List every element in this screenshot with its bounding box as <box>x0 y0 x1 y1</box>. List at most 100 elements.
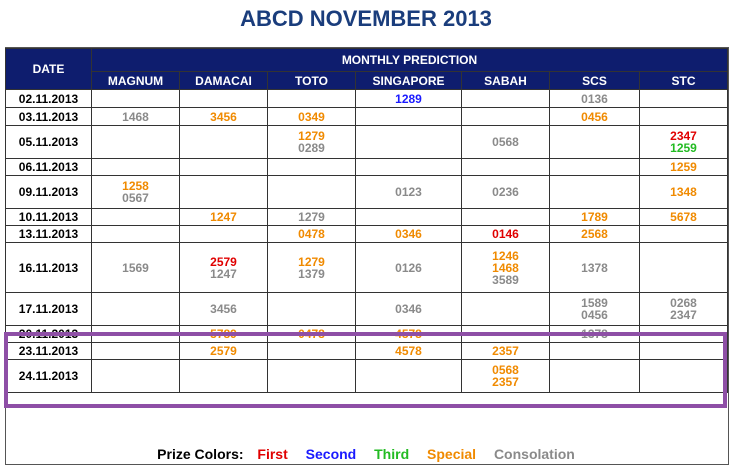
table-row: 03.11.2013 1468 3456 0349 0456 <box>5 107 728 126</box>
prediction-number: 0349 <box>298 109 325 124</box>
prediction-number: 0568 <box>492 135 519 149</box>
prediction-number: 0126 <box>395 260 422 275</box>
column-header-magnum: MAGNUM <box>91 71 180 90</box>
cell-magnum <box>91 125 180 159</box>
column-header-stc: STC <box>639 71 728 90</box>
cell-sabah: 0568 2357 <box>461 359 550 393</box>
cell-sabah <box>461 208 550 226</box>
cell-scs: 1378 <box>549 242 640 293</box>
cell-stc <box>639 359 728 393</box>
prediction-number: 0346 <box>395 227 422 241</box>
prediction-number: 0346 <box>395 302 422 316</box>
prediction-number: 0236 <box>492 185 519 199</box>
cell-singapore <box>355 107 462 126</box>
cell-toto: 1279 1379 <box>267 242 356 293</box>
row-date: 06.11.2013 <box>5 158 92 176</box>
column-header-scs: SCS <box>549 71 640 90</box>
prediction-number: 1589 <box>581 296 608 310</box>
cell-singapore: 0126 <box>355 242 462 293</box>
cell-stc: 0268 2347 <box>639 292 728 326</box>
cell-scs: 2568 <box>549 225 640 243</box>
cell-magnum: 1468 <box>91 107 180 126</box>
cell-magnum <box>91 292 180 326</box>
cell-sabah <box>461 292 550 326</box>
cell-magnum <box>91 208 180 226</box>
cell-singapore: 0346 <box>355 225 462 243</box>
cell-toto <box>267 175 356 209</box>
column-header-singapore: SINGAPORE <box>355 71 462 90</box>
prediction-number: 0567 <box>122 191 149 205</box>
cell-toto <box>267 89 356 108</box>
table-row: 24.11.2013 0568 2357 <box>5 359 728 393</box>
prediction-number: 1279 <box>298 254 325 269</box>
cell-scs: 1789 <box>549 208 640 226</box>
prediction-number: 1279 <box>298 210 325 224</box>
cell-singapore <box>355 158 462 176</box>
highlight-box <box>4 332 727 408</box>
cell-stc: 5678 <box>639 208 728 226</box>
row-date: 03.11.2013 <box>5 107 92 126</box>
cell-toto <box>267 292 356 326</box>
cell-damacai: 2579 1247 <box>179 242 268 293</box>
cell-magnum: 1569 <box>91 242 180 293</box>
prediction-number: 1259 <box>670 141 697 155</box>
prediction-number: 1348 <box>670 185 697 199</box>
cell-stc <box>639 242 728 293</box>
cell-stc: 1348 <box>639 175 728 209</box>
prediction-table-body: 02.11.2013 1289 0136 03.11.2013 1468 3456 0349… <box>5 89 728 393</box>
prediction-number: 1378 <box>581 260 608 275</box>
row-date: 02.11.2013 <box>5 89 92 108</box>
cell-toto: 0349 <box>267 107 356 126</box>
prediction-number: 3456 <box>210 302 237 316</box>
prediction-number: 1569 <box>122 260 149 275</box>
row-date: 13.11.2013 <box>5 225 92 243</box>
cell-damacai: 3456 <box>179 292 268 326</box>
legend-label: Prize Colors: <box>157 446 244 462</box>
prediction-number: 2357 <box>492 375 519 389</box>
prediction-number: 1247 <box>210 210 237 224</box>
prediction-number: 1468 <box>492 260 519 275</box>
cell-sabah <box>461 107 550 126</box>
cell-sabah: 0568 <box>461 125 550 159</box>
prediction-number: 1379 <box>298 266 325 281</box>
cell-sabah: 0146 <box>461 225 550 243</box>
cell-toto <box>267 359 356 393</box>
cell-damacai: 1247 <box>179 208 268 226</box>
cell-toto: 0478 <box>267 225 356 243</box>
cell-singapore: 0123 <box>355 175 462 209</box>
column-header-damacai: DAMACAI <box>179 71 268 90</box>
legend-third: Third <box>374 446 410 462</box>
prediction-number: 0456 <box>581 308 608 322</box>
cell-magnum <box>91 225 180 243</box>
prediction-number: 5678 <box>670 210 697 224</box>
table-row: 06.11.2013 1259 <box>5 158 728 176</box>
cell-magnum <box>91 158 180 176</box>
date-header: DATE <box>5 48 92 90</box>
cell-sabah <box>461 158 550 176</box>
cell-scs <box>549 359 640 393</box>
prediction-number: 1259 <box>670 160 697 174</box>
prediction-number: 0478 <box>298 227 325 241</box>
cell-toto: 1279 <box>267 208 356 226</box>
prediction-number: 2579 <box>210 344 237 358</box>
prediction-table: DATE MONTHLY PREDICTION MAGNUM DAMACAI T… <box>5 48 728 393</box>
page-title: ABCD NOVEMBER 2013 <box>240 6 492 31</box>
prediction-number: 1246 <box>492 248 519 263</box>
cell-stc: 1259 <box>639 158 728 176</box>
prediction-number: 0268 <box>670 296 697 310</box>
column-header-toto: TOTO <box>267 71 356 90</box>
prediction-number: 0456 <box>581 109 608 124</box>
cell-stc <box>639 225 728 243</box>
prediction-number: 1247 <box>210 266 237 281</box>
cell-damacai <box>179 125 268 159</box>
cell-singapore: 1289 <box>355 89 462 108</box>
legend-consolation: Consolation <box>493 446 575 462</box>
cell-scs: 0456 <box>549 107 640 126</box>
cell-scs <box>549 158 640 176</box>
cell-toto: 1279 0289 <box>267 125 356 159</box>
cell-damacai <box>179 359 268 393</box>
legend-second: Second <box>305 446 357 462</box>
cell-singapore <box>355 125 462 159</box>
cell-scs: 1589 0456 <box>549 292 640 326</box>
row-date: 09.11.2013 <box>5 175 92 209</box>
